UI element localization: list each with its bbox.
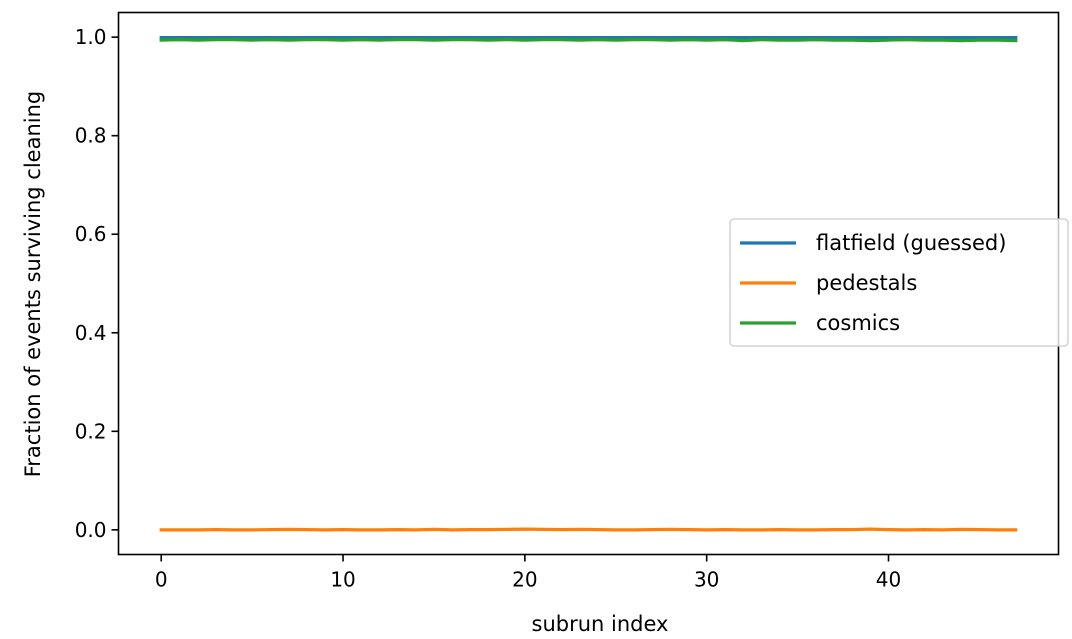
legend-items: flatfield (guessed) pedestals cosmics: [740, 231, 1006, 335]
x-tick-label: 10: [330, 568, 355, 592]
y-tick-label: 1.0: [75, 25, 107, 49]
y-tick-label: 0.2: [75, 419, 107, 443]
x-axis-label: subrun index: [532, 612, 669, 636]
series-layer: [159, 36, 1018, 532]
x-axis: 0 10 20 30 40: [155, 554, 901, 592]
y-tick-label: 0.6: [75, 222, 107, 246]
x-tick-label: 40: [876, 568, 901, 592]
series-line-pedestals: [159, 527, 1018, 532]
x-tick-label: 30: [694, 568, 719, 592]
y-tick-label: 0.4: [75, 321, 107, 345]
y-tick-label: 0.8: [75, 124, 107, 148]
legend: flatfield (guessed) pedestals cosmics: [729, 218, 1069, 347]
y-axis: 0.0 0.2 0.4 0.6 0.8 1.0: [75, 25, 119, 542]
legend-frame: [729, 218, 1069, 347]
series-line-cosmics: [159, 37, 1018, 43]
x-tick-label: 20: [512, 568, 537, 592]
y-axis-label: Fraction of events surviving cleaning: [21, 91, 45, 478]
legend-label: flatfield (guessed): [816, 231, 1006, 255]
y-tick-label: 0.0: [75, 518, 107, 542]
legend-label: pedestals: [816, 271, 917, 295]
x-tick-label: 0: [155, 568, 168, 592]
legend-label: cosmics: [816, 311, 900, 335]
